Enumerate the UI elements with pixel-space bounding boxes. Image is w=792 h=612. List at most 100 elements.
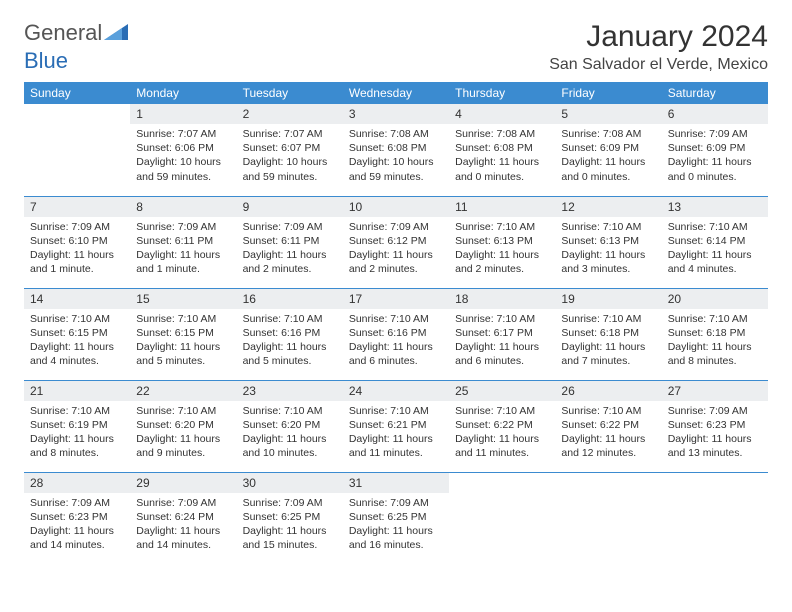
daylight-text: Daylight: 11 hours and 0 minutes. bbox=[561, 155, 655, 183]
sunrise-text: Sunrise: 7:07 AM bbox=[243, 127, 337, 141]
day-content: Sunrise: 7:10 AMSunset: 6:18 PMDaylight:… bbox=[662, 309, 768, 372]
day-number: 5 bbox=[555, 104, 661, 124]
calendar-cell: 27Sunrise: 7:09 AMSunset: 6:23 PMDayligh… bbox=[662, 380, 768, 472]
calendar-week: 1Sunrise: 7:07 AMSunset: 6:06 PMDaylight… bbox=[24, 104, 768, 196]
day-header-row: Sunday Monday Tuesday Wednesday Thursday… bbox=[24, 82, 768, 104]
daylight-text: Daylight: 11 hours and 4 minutes. bbox=[668, 248, 762, 276]
sunrise-text: Sunrise: 7:10 AM bbox=[455, 312, 549, 326]
day-content: Sunrise: 7:09 AMSunset: 6:23 PMDaylight:… bbox=[24, 493, 130, 556]
month-title: January 2024 bbox=[549, 20, 768, 54]
sunset-text: Sunset: 6:12 PM bbox=[349, 234, 443, 248]
day-number: 17 bbox=[343, 289, 449, 309]
day-content: Sunrise: 7:10 AMSunset: 6:15 PMDaylight:… bbox=[130, 309, 236, 372]
day-number: 18 bbox=[449, 289, 555, 309]
day-number: 28 bbox=[24, 473, 130, 493]
day-content: Sunrise: 7:10 AMSunset: 6:16 PMDaylight:… bbox=[237, 309, 343, 372]
location: San Salvador el Verde, Mexico bbox=[549, 56, 768, 74]
daylight-text: Daylight: 11 hours and 8 minutes. bbox=[668, 340, 762, 368]
sunrise-text: Sunrise: 7:10 AM bbox=[561, 312, 655, 326]
day-content: Sunrise: 7:10 AMSunset: 6:21 PMDaylight:… bbox=[343, 401, 449, 464]
daylight-text: Daylight: 11 hours and 5 minutes. bbox=[136, 340, 230, 368]
daylight-text: Daylight: 11 hours and 12 minutes. bbox=[561, 432, 655, 460]
sunset-text: Sunset: 6:11 PM bbox=[136, 234, 230, 248]
calendar-cell: 12Sunrise: 7:10 AMSunset: 6:13 PMDayligh… bbox=[555, 196, 661, 288]
triangle-icon bbox=[104, 22, 128, 45]
calendar-cell: 28Sunrise: 7:09 AMSunset: 6:23 PMDayligh… bbox=[24, 472, 130, 564]
sunrise-text: Sunrise: 7:10 AM bbox=[349, 404, 443, 418]
daylight-text: Daylight: 11 hours and 14 minutes. bbox=[136, 524, 230, 552]
sunset-text: Sunset: 6:16 PM bbox=[349, 326, 443, 340]
calendar-cell: 21Sunrise: 7:10 AMSunset: 6:19 PMDayligh… bbox=[24, 380, 130, 472]
calendar-cell: 31Sunrise: 7:09 AMSunset: 6:25 PMDayligh… bbox=[343, 472, 449, 564]
sunset-text: Sunset: 6:18 PM bbox=[561, 326, 655, 340]
day-content: Sunrise: 7:09 AMSunset: 6:25 PMDaylight:… bbox=[343, 493, 449, 556]
sunrise-text: Sunrise: 7:10 AM bbox=[136, 404, 230, 418]
calendar-cell bbox=[24, 104, 130, 196]
calendar-week: 28Sunrise: 7:09 AMSunset: 6:23 PMDayligh… bbox=[24, 472, 768, 564]
sunset-text: Sunset: 6:13 PM bbox=[561, 234, 655, 248]
sunset-text: Sunset: 6:07 PM bbox=[243, 141, 337, 155]
calendar-cell: 3Sunrise: 7:08 AMSunset: 6:08 PMDaylight… bbox=[343, 104, 449, 196]
daylight-text: Daylight: 11 hours and 0 minutes. bbox=[668, 155, 762, 183]
calendar-cell: 5Sunrise: 7:08 AMSunset: 6:09 PMDaylight… bbox=[555, 104, 661, 196]
calendar-cell: 9Sunrise: 7:09 AMSunset: 6:11 PMDaylight… bbox=[237, 196, 343, 288]
sunrise-text: Sunrise: 7:09 AM bbox=[30, 220, 124, 234]
calendar-cell: 22Sunrise: 7:10 AMSunset: 6:20 PMDayligh… bbox=[130, 380, 236, 472]
day-content: Sunrise: 7:10 AMSunset: 6:17 PMDaylight:… bbox=[449, 309, 555, 372]
day-header-saturday: Saturday bbox=[662, 82, 768, 104]
day-header-sunday: Sunday bbox=[24, 82, 130, 104]
calendar-cell: 4Sunrise: 7:08 AMSunset: 6:08 PMDaylight… bbox=[449, 104, 555, 196]
sunrise-text: Sunrise: 7:10 AM bbox=[668, 312, 762, 326]
day-content: Sunrise: 7:09 AMSunset: 6:10 PMDaylight:… bbox=[24, 217, 130, 280]
day-number: 20 bbox=[662, 289, 768, 309]
day-number: 2 bbox=[237, 104, 343, 124]
day-content: Sunrise: 7:10 AMSunset: 6:22 PMDaylight:… bbox=[449, 401, 555, 464]
daylight-text: Daylight: 11 hours and 11 minutes. bbox=[455, 432, 549, 460]
calendar-week: 21Sunrise: 7:10 AMSunset: 6:19 PMDayligh… bbox=[24, 380, 768, 472]
sunrise-text: Sunrise: 7:09 AM bbox=[243, 496, 337, 510]
calendar-cell bbox=[662, 472, 768, 564]
day-content: Sunrise: 7:09 AMSunset: 6:12 PMDaylight:… bbox=[343, 217, 449, 280]
daylight-text: Daylight: 11 hours and 16 minutes. bbox=[349, 524, 443, 552]
calendar-cell: 20Sunrise: 7:10 AMSunset: 6:18 PMDayligh… bbox=[662, 288, 768, 380]
day-number: 31 bbox=[343, 473, 449, 493]
day-content: Sunrise: 7:09 AMSunset: 6:09 PMDaylight:… bbox=[662, 124, 768, 187]
daylight-text: Daylight: 11 hours and 13 minutes. bbox=[668, 432, 762, 460]
day-number: 10 bbox=[343, 197, 449, 217]
day-number: 9 bbox=[237, 197, 343, 217]
calendar-cell: 26Sunrise: 7:10 AMSunset: 6:22 PMDayligh… bbox=[555, 380, 661, 472]
calendar-table: Sunday Monday Tuesday Wednesday Thursday… bbox=[24, 82, 768, 564]
sunrise-text: Sunrise: 7:10 AM bbox=[136, 312, 230, 326]
day-content: Sunrise: 7:08 AMSunset: 6:08 PMDaylight:… bbox=[343, 124, 449, 187]
calendar-cell: 18Sunrise: 7:10 AMSunset: 6:17 PMDayligh… bbox=[449, 288, 555, 380]
sunrise-text: Sunrise: 7:08 AM bbox=[349, 127, 443, 141]
sunset-text: Sunset: 6:22 PM bbox=[561, 418, 655, 432]
daylight-text: Daylight: 11 hours and 2 minutes. bbox=[455, 248, 549, 276]
calendar-cell: 17Sunrise: 7:10 AMSunset: 6:16 PMDayligh… bbox=[343, 288, 449, 380]
day-content: Sunrise: 7:09 AMSunset: 6:24 PMDaylight:… bbox=[130, 493, 236, 556]
day-number: 26 bbox=[555, 381, 661, 401]
calendar-cell bbox=[555, 472, 661, 564]
sunset-text: Sunset: 6:10 PM bbox=[30, 234, 124, 248]
day-content: Sunrise: 7:10 AMSunset: 6:22 PMDaylight:… bbox=[555, 401, 661, 464]
daylight-text: Daylight: 11 hours and 10 minutes. bbox=[243, 432, 337, 460]
daylight-text: Daylight: 10 hours and 59 minutes. bbox=[243, 155, 337, 183]
day-content: Sunrise: 7:10 AMSunset: 6:18 PMDaylight:… bbox=[555, 309, 661, 372]
daylight-text: Daylight: 10 hours and 59 minutes. bbox=[136, 155, 230, 183]
calendar-cell: 11Sunrise: 7:10 AMSunset: 6:13 PMDayligh… bbox=[449, 196, 555, 288]
day-number: 6 bbox=[662, 104, 768, 124]
daylight-text: Daylight: 11 hours and 14 minutes. bbox=[30, 524, 124, 552]
day-number: 14 bbox=[24, 289, 130, 309]
sunset-text: Sunset: 6:25 PM bbox=[349, 510, 443, 524]
calendar-week: 7Sunrise: 7:09 AMSunset: 6:10 PMDaylight… bbox=[24, 196, 768, 288]
day-number: 27 bbox=[662, 381, 768, 401]
title-block: January 2024 San Salvador el Verde, Mexi… bbox=[549, 20, 768, 74]
day-content: Sunrise: 7:10 AMSunset: 6:20 PMDaylight:… bbox=[130, 401, 236, 464]
day-number: 7 bbox=[24, 197, 130, 217]
daylight-text: Daylight: 11 hours and 1 minute. bbox=[30, 248, 124, 276]
daylight-text: Daylight: 11 hours and 5 minutes. bbox=[243, 340, 337, 368]
day-content: Sunrise: 7:10 AMSunset: 6:16 PMDaylight:… bbox=[343, 309, 449, 372]
daylight-text: Daylight: 10 hours and 59 minutes. bbox=[349, 155, 443, 183]
day-content: Sunrise: 7:10 AMSunset: 6:14 PMDaylight:… bbox=[662, 217, 768, 280]
sunrise-text: Sunrise: 7:09 AM bbox=[349, 496, 443, 510]
